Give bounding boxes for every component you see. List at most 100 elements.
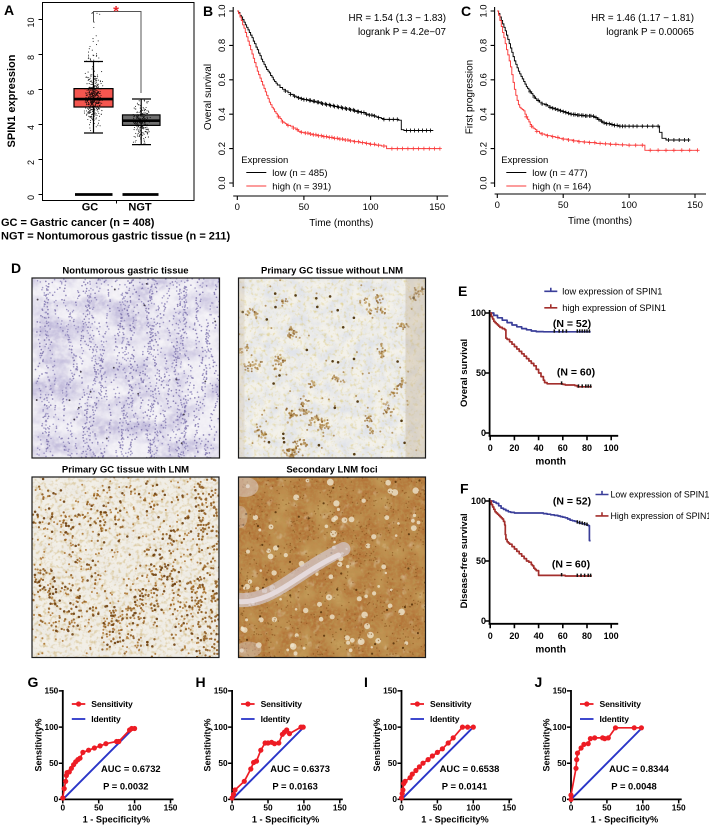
svg-text:2: 2 (26, 160, 36, 165)
svg-text:G: G (28, 674, 39, 690)
svg-text:0.8: 0.8 (217, 39, 228, 52)
svg-text:low expression of SPIN1: low expression of SPIN1 (562, 287, 662, 297)
svg-text:Identity: Identity (91, 714, 121, 724)
svg-text:(N = 52): (N = 52) (553, 318, 591, 330)
svg-text:100: 100 (363, 202, 379, 213)
svg-text:100: 100 (214, 722, 228, 732)
svg-text:Identity: Identity (430, 714, 460, 724)
svg-text:Time (months): Time (months) (568, 216, 632, 227)
svg-text:100: 100 (604, 631, 619, 641)
svg-text:0.2: 0.2 (217, 142, 228, 155)
svg-text:0.0: 0.0 (479, 176, 490, 189)
svg-text:0.8: 0.8 (479, 39, 490, 52)
svg-text:50: 50 (94, 803, 104, 813)
svg-text:50: 50 (388, 758, 398, 768)
svg-text:0: 0 (481, 428, 486, 438)
svg-text:Expression: Expression (241, 155, 288, 166)
svg-text:Sensitivity%: Sensitivity% (542, 718, 552, 771)
svg-text:Primary GC tissue without LNM: Primary GC tissue without LNM (261, 266, 403, 277)
svg-text:Time (months): Time (months) (309, 218, 373, 229)
svg-text:High expression of SPIN1: High expression of SPIN1 (611, 511, 709, 521)
svg-text:6: 6 (26, 90, 36, 95)
svg-text:1 - Specificity%: 1 - Specificity% (83, 815, 150, 825)
svg-text:40: 40 (534, 631, 544, 641)
svg-text:(N = 52): (N = 52) (553, 496, 591, 508)
svg-text:B: B (203, 3, 213, 19)
svg-text:60: 60 (558, 443, 568, 453)
svg-text:1.0: 1.0 (479, 4, 490, 17)
svg-text:50: 50 (299, 202, 310, 213)
svg-text:50: 50 (602, 803, 612, 813)
svg-text:AUC = 0.6732: AUC = 0.6732 (101, 763, 161, 774)
svg-text:Sensitivity: Sensitivity (430, 699, 472, 709)
svg-text:Sensitivity%: Sensitivity% (203, 718, 213, 771)
svg-text:0.2: 0.2 (479, 142, 490, 155)
svg-text:HR = 1.46 (1.17 − 1.81): HR = 1.46 (1.17 − 1.81) (591, 13, 694, 24)
svg-text:high (n = 164): high (n = 164) (532, 182, 591, 193)
svg-text:4: 4 (26, 125, 36, 130)
svg-text:0: 0 (26, 195, 36, 200)
svg-text:C: C (461, 3, 471, 19)
svg-text:Sensitivity: Sensitivity (261, 699, 303, 709)
svg-text:0: 0 (235, 202, 240, 213)
svg-text:0: 0 (223, 794, 228, 804)
svg-text:H: H (196, 674, 206, 690)
svg-text:Identity: Identity (261, 714, 291, 724)
svg-text:month: month (535, 644, 566, 655)
svg-text:50: 50 (558, 200, 569, 211)
svg-text:50: 50 (218, 758, 228, 768)
svg-text:E: E (458, 283, 467, 299)
svg-text:0: 0 (392, 794, 397, 804)
svg-text:A: A (4, 2, 14, 18)
svg-text:150: 150 (687, 200, 703, 211)
svg-text:D: D (11, 260, 21, 276)
svg-text:0: 0 (60, 803, 65, 813)
svg-text:logrank P = 4.2e−07: logrank P = 4.2e−07 (358, 27, 446, 38)
svg-text:0: 0 (54, 794, 59, 804)
svg-text:Overal survival: Overal survival (459, 339, 470, 407)
svg-text:100: 100 (621, 200, 637, 211)
svg-text:100: 100 (636, 803, 650, 813)
svg-text:Sensitivity: Sensitivity (600, 699, 642, 709)
svg-text:60: 60 (558, 631, 568, 641)
svg-text:Nontumorous gastric tissue: Nontumorous gastric tissue (62, 266, 188, 277)
svg-text:AUC = 0.8344: AUC = 0.8344 (609, 763, 669, 774)
svg-text:SPIN1 expression: SPIN1 expression (6, 54, 18, 147)
svg-text:NGT: NGT (128, 202, 152, 214)
svg-text:Sensitivity: Sensitivity (91, 699, 133, 709)
svg-text:100: 100 (553, 722, 567, 732)
svg-text:0.0: 0.0 (217, 176, 228, 189)
svg-text:NGT = Nontumorous gastric tiss: NGT = Nontumorous gastric tissue (n = 21… (1, 231, 231, 243)
svg-text:Primary GC tissue with LNM: Primary GC tissue with LNM (62, 465, 189, 476)
svg-text:100: 100 (471, 308, 486, 318)
svg-text:20: 20 (509, 631, 519, 641)
svg-text:100: 100 (471, 496, 486, 506)
svg-text:150: 150 (672, 803, 686, 813)
svg-text:Identity: Identity (600, 714, 630, 724)
svg-text:logrank P = 0.00065: logrank P = 0.00065 (606, 27, 694, 38)
svg-text:40: 40 (534, 443, 544, 453)
svg-text:0.4: 0.4 (479, 108, 490, 121)
svg-text:150: 150 (553, 686, 567, 696)
svg-text:First progression: First progression (465, 60, 476, 134)
svg-text:F: F (460, 481, 469, 497)
svg-text:1 - Specificity%: 1 - Specificity% (421, 815, 488, 825)
svg-text:low (n = 485): low (n = 485) (272, 168, 327, 179)
svg-text:Sensitivity%: Sensitivity% (372, 718, 382, 771)
svg-text:100: 100 (297, 803, 311, 813)
svg-text:100: 100 (44, 722, 58, 732)
svg-text:150: 150 (429, 202, 445, 213)
svg-text:150: 150 (164, 803, 178, 813)
svg-text:GC: GC (82, 202, 99, 214)
svg-text:0: 0 (488, 443, 493, 453)
svg-text:100: 100 (128, 803, 142, 813)
svg-text:80: 80 (582, 443, 592, 453)
svg-text:0: 0 (569, 803, 574, 813)
svg-text:Overal survival: Overal survival (203, 64, 214, 130)
svg-text:0.4: 0.4 (217, 108, 228, 121)
svg-text:0: 0 (488, 631, 493, 641)
svg-text:Expression: Expression (501, 155, 548, 166)
svg-text:Disease-free survival: Disease-free survival (459, 513, 470, 608)
svg-text:150: 150 (333, 803, 347, 813)
svg-text:high expression of SPIN1: high expression of SPIN1 (562, 303, 666, 313)
